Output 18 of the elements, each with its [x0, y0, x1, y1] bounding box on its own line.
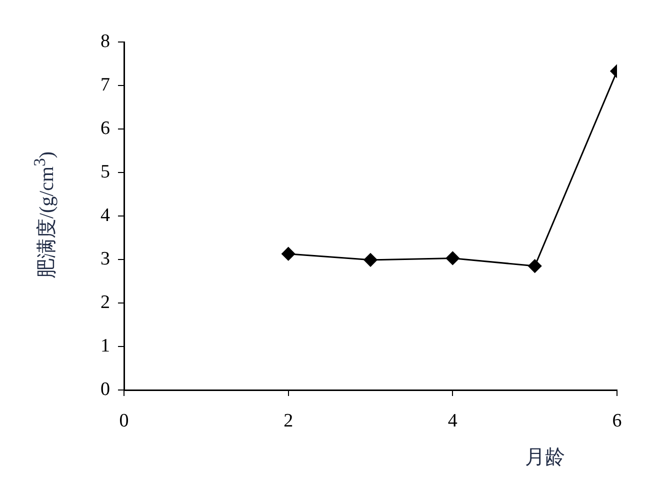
y-tick-label: 4 [100, 204, 110, 226]
point [528, 259, 542, 273]
point [446, 251, 460, 265]
x-tick-label: 4 [448, 410, 458, 432]
y-tick-label: 6 [100, 118, 110, 139]
y-tick-label: 1 [100, 335, 110, 356]
y-tick-label: 2 [100, 292, 110, 313]
y-tick-label: 8 [100, 30, 110, 52]
x-tick-label: 2 [284, 410, 294, 432]
point [364, 253, 378, 267]
y-tick-label: 3 [100, 248, 110, 270]
y-tick-label: 7 [100, 74, 110, 96]
point [282, 247, 296, 261]
x-tick-label: 6 [612, 410, 622, 432]
x-axis-title: 月龄 [525, 446, 565, 470]
y-tick-label: 0 [100, 378, 110, 400]
x-tick-label: 0 [119, 410, 129, 432]
y-tick-label: 5 [100, 161, 110, 182]
